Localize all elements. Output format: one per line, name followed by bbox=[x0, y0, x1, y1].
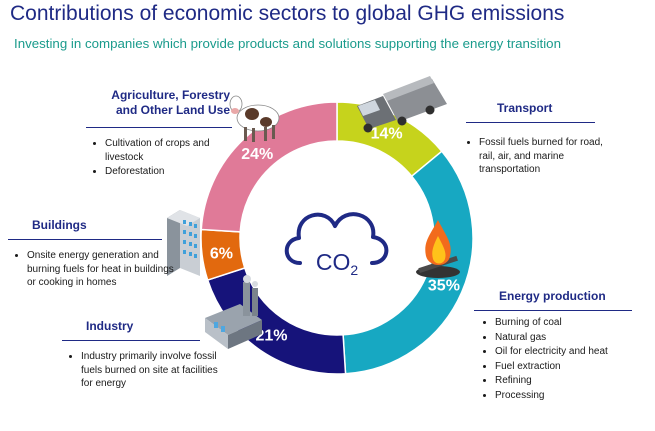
truck-icon bbox=[357, 76, 447, 133]
slice-label: 35% bbox=[428, 277, 460, 294]
page-title: Contributions of economic sectors to glo… bbox=[10, 2, 565, 25]
transport-rule bbox=[466, 122, 595, 123]
list-item: Onsite energy generation and burning fue… bbox=[27, 249, 175, 290]
list-item: Deforestation bbox=[105, 165, 235, 179]
energy-production-rule bbox=[474, 310, 632, 311]
list-item: Fuel extraction bbox=[495, 360, 655, 374]
list-item: Cultivation of crops and livestock bbox=[105, 137, 235, 164]
list-item: Processing bbox=[495, 389, 655, 403]
slice-label: 24% bbox=[241, 146, 273, 163]
fire-icon bbox=[416, 220, 460, 278]
slice-label: 14% bbox=[371, 126, 403, 143]
slice-label: 21% bbox=[256, 327, 288, 344]
agriculture-rule bbox=[86, 127, 232, 128]
energy-production-bullets: Burning of coal Natural gas Oil for elec… bbox=[482, 316, 655, 404]
buildings-title: Buildings bbox=[32, 218, 87, 232]
agriculture-title: Agriculture, Forestry and Other Land Use bbox=[111, 88, 230, 117]
office-building-icon bbox=[167, 210, 200, 276]
co2-cloud-icon bbox=[284, 212, 389, 265]
transport-bullets: Fossil fuels burned for road, rail, air,… bbox=[466, 136, 607, 178]
buildings-bullets: Onsite energy generation and burning fue… bbox=[14, 249, 175, 291]
list-item: Industry primarily involve fossil fuels … bbox=[81, 350, 219, 391]
list-item: Refining bbox=[495, 374, 655, 388]
list-item: Oil for electricity and heat bbox=[495, 345, 655, 359]
list-item: Natural gas bbox=[495, 331, 655, 345]
page-subtitle: Investing in companies which provide pro… bbox=[14, 36, 561, 51]
slice-label: 6% bbox=[210, 246, 233, 263]
industry-title: Industry bbox=[86, 319, 134, 333]
buildings-rule bbox=[8, 239, 162, 240]
industry-bullets: Industry primarily involve fossil fuels … bbox=[68, 350, 219, 392]
cow-icon bbox=[229, 95, 280, 142]
factory-icon bbox=[205, 275, 262, 349]
agriculture-bullets: Cultivation of crops and livestock Defor… bbox=[92, 137, 235, 180]
list-item: Fossil fuels burned for road, rail, air,… bbox=[479, 136, 607, 177]
transport-title: Transport bbox=[497, 101, 553, 115]
list-item: Burning of coal bbox=[495, 316, 655, 330]
energy-production-title: Energy production bbox=[499, 289, 606, 303]
industry-rule bbox=[62, 340, 200, 341]
